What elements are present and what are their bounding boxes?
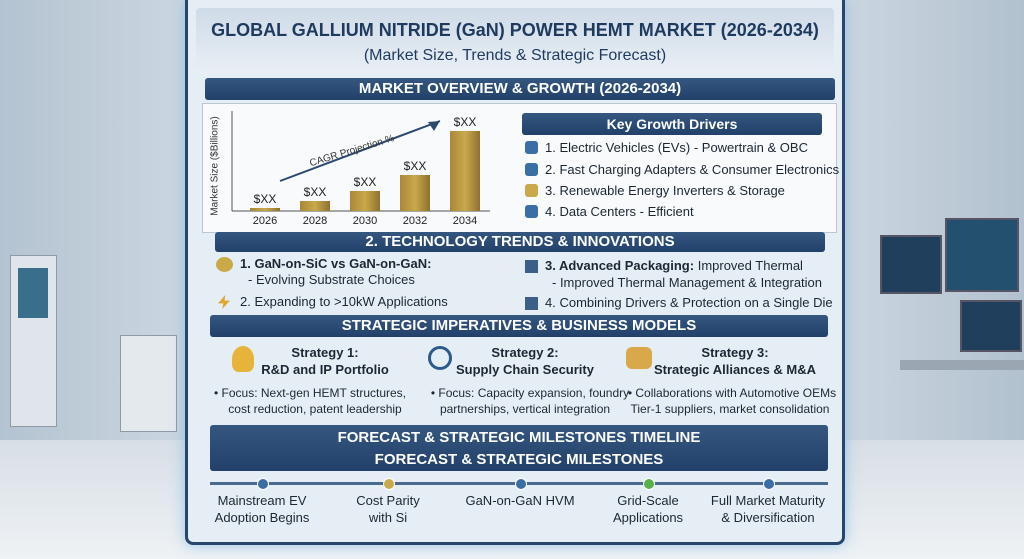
bar [300, 201, 330, 211]
milestone-label: GaN-on-GaN HVM [465, 493, 575, 508]
tech-detail: - Evolving Substrate Choices [248, 272, 415, 287]
annotation: CAGR Projection % [308, 133, 395, 169]
section-heading: MARKET OVERVIEW & GROWTH (2026-2034) [205, 78, 835, 100]
title: GLOBAL GALLIUM NITRIDE (GaN) POWER HEMT … [211, 20, 819, 40]
icon [525, 205, 538, 218]
strategy-subtitle: Strategic Alliances & M&A [653, 362, 817, 377]
icon [525, 297, 538, 310]
section-heading: STRATEGIC IMPERATIVES & BUSINESS MODELS [210, 315, 828, 337]
machine-screen [18, 268, 48, 318]
strategy-line: • Focus: Next-gen HEMT structures, [213, 386, 407, 400]
lab-cabinet [120, 335, 177, 432]
driver-item: 2. Fast Charging Adapters & Consumer Ele… [545, 162, 840, 177]
strategy-line: Tier-1 suppliers, market consolidation [630, 402, 830, 416]
strategy-line: • Focus: Capacity expansion, foundry [430, 386, 630, 400]
milestone-label: with Si [368, 510, 408, 525]
strategy-subtitle: Supply Chain Security [456, 362, 594, 377]
timeline-heading: FORECAST & STRATEGIC MILESTONES TIMELINE [337, 429, 701, 446]
monitor [960, 300, 1022, 352]
desk [900, 360, 1024, 370]
icon [525, 184, 538, 197]
tech-label: 3. Advanced Packaging: [545, 258, 695, 273]
value-label: $XX [304, 185, 327, 199]
icon [525, 260, 538, 273]
icon [525, 163, 538, 176]
icon [626, 347, 652, 369]
x-tick-label: 2030 [353, 215, 377, 227]
timeline-dot [763, 478, 775, 490]
strategy-subtitle: R&D and IP Portfolio [261, 362, 389, 377]
value-label: $XX [254, 192, 277, 206]
timeline-dot [515, 478, 527, 490]
trend-arrow [279, 120, 441, 182]
timeline-dot [257, 478, 269, 490]
milestone-label: Full Market Maturity [710, 493, 826, 508]
header-box [196, 8, 834, 74]
milestone-label: & Diversification [721, 510, 815, 525]
tech-item: 3. Advanced Packaging: Improved Thermal [545, 258, 803, 273]
strategy-title: Strategy 1: [291, 345, 359, 360]
bar [450, 131, 480, 211]
strategy-line: cost reduction, patent leadership [228, 402, 402, 416]
x-tick-label: 2026 [253, 215, 277, 227]
tech-detail: - Improved Thermal Management & Integrat… [552, 275, 823, 290]
x-tick-label: 2028 [303, 215, 327, 227]
driver-item: 4. Data Centers - Efficient [545, 204, 694, 219]
tech-item: 4. Combining Drivers & Protection on a S… [545, 295, 833, 310]
arrow-head [428, 121, 440, 131]
icon [428, 346, 452, 370]
value-label: $XX [404, 159, 427, 173]
value-label: $XX [454, 115, 477, 129]
driver-item: 3. Renewable Energy Inverters & Storage [545, 183, 785, 198]
strategy-title: Strategy 2: [491, 345, 559, 360]
strategy-line: partnerships, vertical integration [439, 402, 611, 416]
y-axis-label: Market Size ($Billions) [210, 116, 221, 215]
monitor [880, 235, 942, 294]
milestone-label: Grid-Scale [617, 493, 679, 508]
timeline-heading: FORECAST & STRATEGIC MILESTONES [374, 451, 664, 468]
timeline-dot [383, 478, 395, 490]
milestone-label: Applications [612, 510, 684, 525]
icon [232, 346, 254, 372]
drivers-heading: Key Growth Drivers [522, 113, 822, 135]
tech-item: 2. Expanding to >10kW Applications [240, 294, 448, 309]
tech-item: 1. GaN-on-SiC vs GaN-on-GaN: [240, 256, 432, 271]
driver-item: 1. Electric Vehicles (EVs) - Powertrain … [545, 140, 808, 155]
x-tick-label: 2034 [453, 215, 477, 227]
monitor [945, 218, 1019, 292]
icon [216, 257, 233, 272]
strategy-title: Strategy 3: [701, 345, 769, 360]
market-chart: Market Size ($Billions) CAGR Projection %… [210, 111, 490, 227]
x-tick-label: 2032 [403, 215, 427, 227]
icon [525, 141, 538, 154]
bar [350, 191, 380, 211]
strategy-line: • Collaborations with Automotive OEMs [627, 386, 837, 400]
value-label: $XX [354, 175, 377, 189]
milestone-label: Mainstream EV [217, 493, 307, 508]
bar [250, 208, 280, 211]
timeline-heading-box [210, 425, 828, 471]
timeline-dot [643, 478, 655, 490]
bar [400, 175, 430, 211]
tech-label-rest: Improved Thermal [697, 258, 803, 273]
milestone-label: Cost Parity [356, 493, 420, 508]
milestone-label: Adoption Begins [214, 510, 310, 525]
section-heading: 2. TECHNOLOGY TRENDS & INNOVATIONS [215, 232, 825, 252]
subtitle: (Market Size, Trends & Strategic Forecas… [363, 47, 667, 64]
